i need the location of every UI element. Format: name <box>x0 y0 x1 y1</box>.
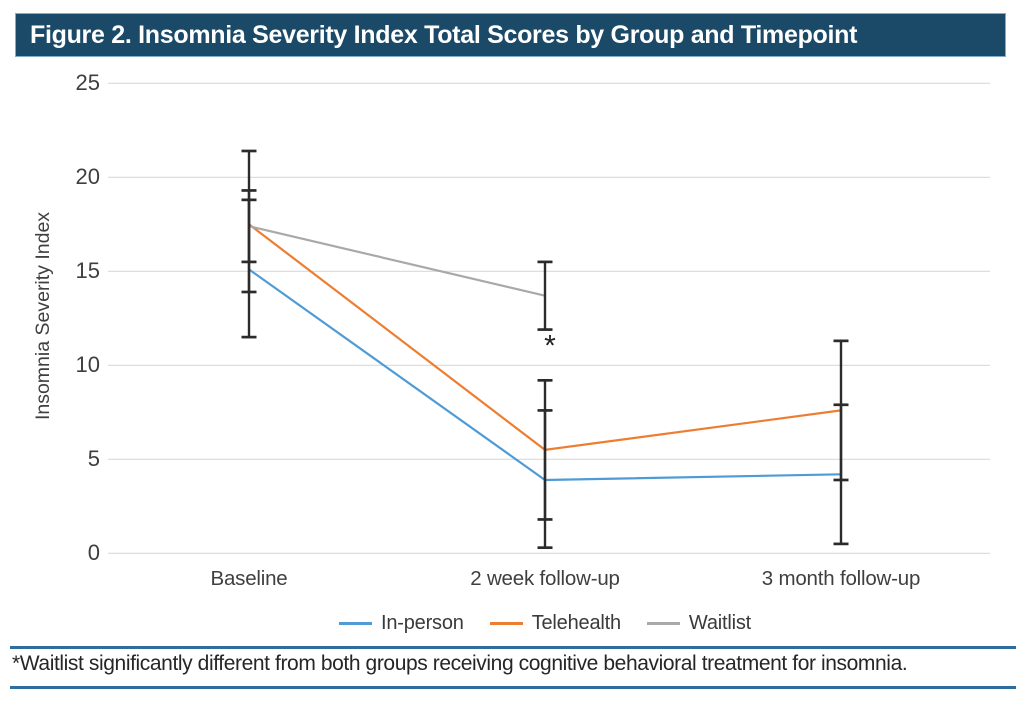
legend-swatch-in-person <box>339 621 372 625</box>
x-tick-label: 3 month follow-up <box>762 567 920 590</box>
legend-item-in-person: In-person <box>339 612 464 635</box>
y-axis-title: Insomnia Severity Index <box>32 212 54 420</box>
footnote-text: *Waitlist significantly different from b… <box>12 652 908 675</box>
legend-item-waitlist: Waitlist <box>646 611 751 635</box>
chart-legend: In-person Telehealth Waitlist <box>0 608 1024 638</box>
series-line-waitlist <box>248 225 546 297</box>
y-tick-label: 0 <box>88 540 100 565</box>
footnote-divider-bottom <box>10 686 1016 689</box>
legend-swatch-waitlist <box>646 621 680 625</box>
legend-swatch-telehealth <box>489 621 523 625</box>
y-tick-label: 20 <box>76 164 100 189</box>
x-tick-label: 2 week follow-up <box>470 567 620 590</box>
y-tick-label: 5 <box>88 446 100 471</box>
y-tick-label: 15 <box>76 258 100 283</box>
figure-title: Figure 2. Insomnia Severity Index Total … <box>30 20 858 49</box>
significance-asterisk: * <box>544 330 556 363</box>
y-tick-label: 25 <box>76 70 100 95</box>
x-tick-label: Baseline <box>210 567 287 590</box>
footnote-divider-top <box>10 646 1016 649</box>
legend-label-telehealth: Telehealth <box>531 611 621 634</box>
y-tick-label: 10 <box>76 352 100 377</box>
legend-label-waitlist: Waitlist <box>688 611 751 634</box>
legend-item-telehealth: Telehealth <box>489 611 621 635</box>
figure-title-bar: Figure 2. Insomnia Severity Index Total … <box>15 13 1006 57</box>
legend-label-in-person: In-person <box>381 611 464 634</box>
